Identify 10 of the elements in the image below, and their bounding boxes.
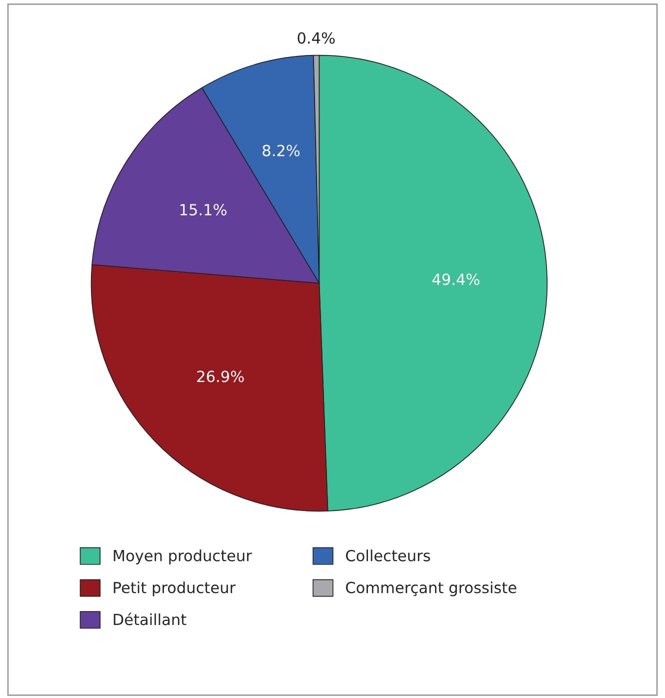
legend-label: Collecteurs <box>346 550 430 562</box>
data-label: 15.1% <box>180 204 226 216</box>
legend-label: Petit producteur <box>114 581 236 596</box>
data-label: 49.4% <box>432 274 480 286</box>
legend-label: Moyen producteur <box>114 550 252 564</box>
data-label: 0.4% <box>298 32 335 44</box>
data-label: 26.9% <box>197 370 244 382</box>
legend-label: Détaillant <box>114 612 186 626</box>
legend-label: Commerçant grossiste <box>346 581 516 596</box>
data-label: 8.2% <box>262 144 300 156</box>
